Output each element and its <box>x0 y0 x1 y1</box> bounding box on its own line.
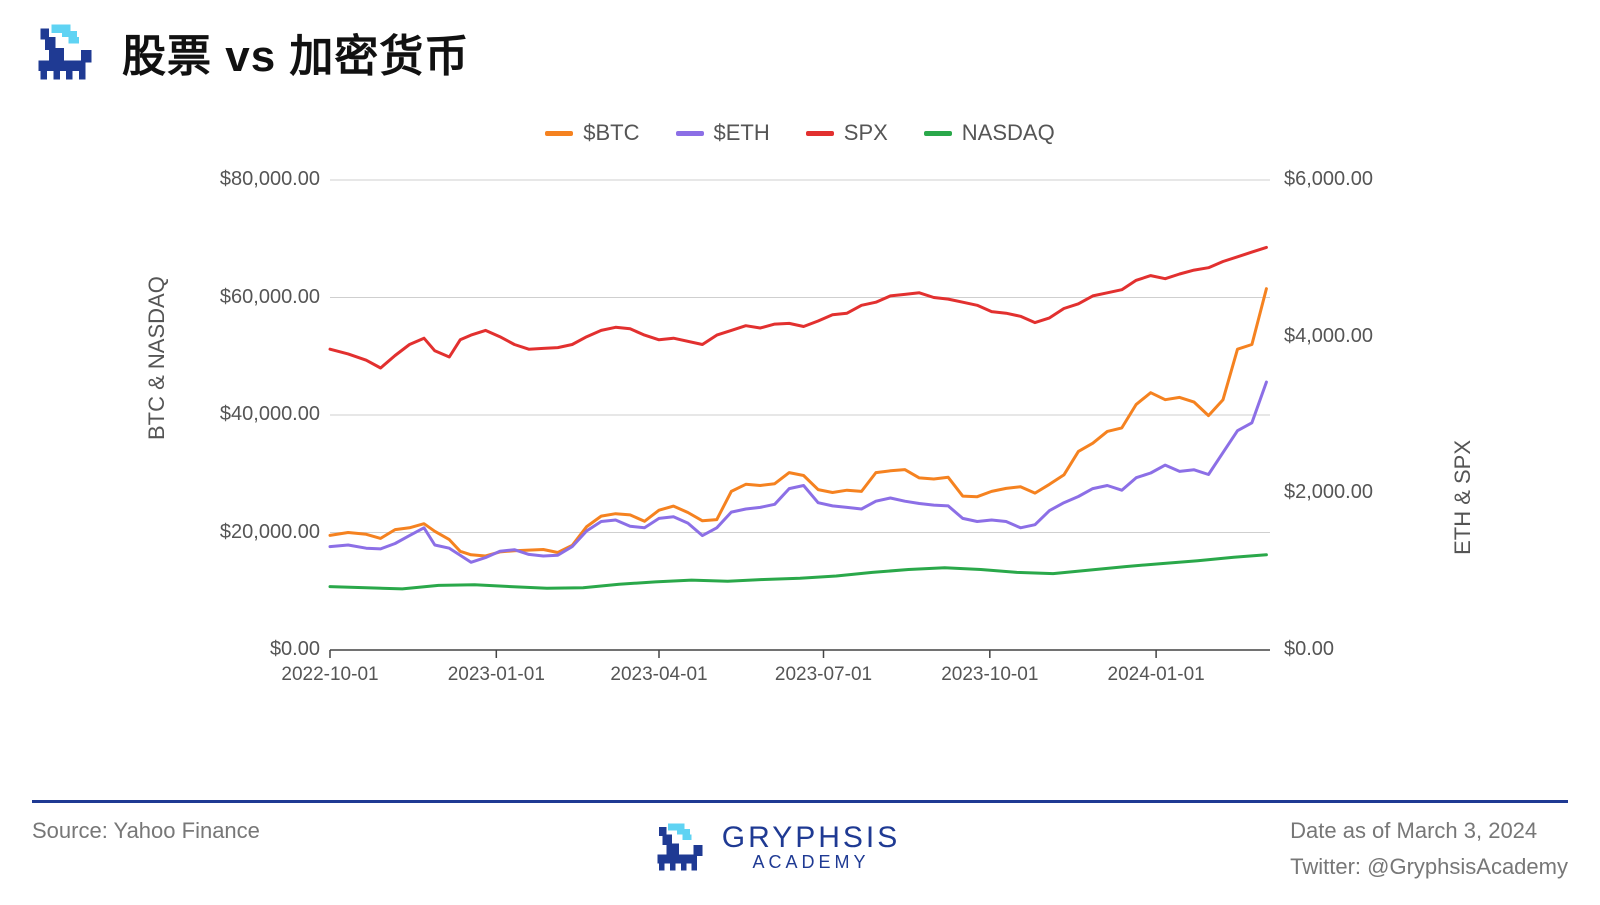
legend-item-nasdaq: NASDAQ <box>924 120 1055 146</box>
legend-swatch-icon <box>545 131 573 136</box>
legend-item-spx: SPX <box>806 120 888 146</box>
page-root: 股票 vs 加密货币 $BTC $ETH SPX NASDAQ BTC & NA… <box>0 0 1600 905</box>
legend-item-eth: $ETH <box>676 120 770 146</box>
x-tick: 2023-04-01 <box>610 664 707 686</box>
legend-swatch-icon <box>676 131 704 136</box>
line-chart <box>200 160 1400 720</box>
footer-twitter: Twitter: @GryphsisAcademy <box>1290 854 1568 880</box>
footer-brand-text: GRYPHSIS ACADEMY <box>722 822 901 872</box>
y-left-tick: $40,000.00 <box>180 403 320 426</box>
y-left-tick: $0.00 <box>180 638 320 661</box>
legend-swatch-icon <box>806 131 834 136</box>
y-left-tick: $20,000.00 <box>180 521 320 544</box>
y-left-tick: $80,000.00 <box>180 168 320 191</box>
page-title: 股票 vs 加密货币 <box>122 20 469 84</box>
footer-brand: GRYPHSIS ACADEMY <box>650 818 901 876</box>
y-right-tick: $0.00 <box>1284 638 1424 661</box>
legend-label: NASDAQ <box>962 120 1055 146</box>
chart-legend: $BTC $ETH SPX NASDAQ <box>0 120 1600 146</box>
header: 股票 vs 加密货币 <box>30 18 469 86</box>
legend-item-btc: $BTC <box>545 120 639 146</box>
y-right-tick: $4,000.00 <box>1284 325 1424 348</box>
y-axis-left-label: BTC & NASDAQ <box>144 276 170 440</box>
gryphsis-logo-icon <box>30 18 98 86</box>
brand-name: GRYPHSIS <box>722 822 901 854</box>
y-right-tick: $2,000.00 <box>1284 481 1424 504</box>
gryphsis-logo-icon <box>650 818 708 876</box>
legend-label: $BTC <box>583 120 639 146</box>
legend-label: $ETH <box>714 120 770 146</box>
chart-area: $0.00$20,000.00$40,000.00$60,000.00$80,0… <box>200 160 1400 720</box>
footer-date: Date as of March 3, 2024 <box>1290 818 1568 844</box>
footer-divider <box>32 800 1568 803</box>
x-tick: 2024-01-01 <box>1108 664 1205 686</box>
x-tick: 2022-10-01 <box>281 664 378 686</box>
y-right-tick: $6,000.00 <box>1284 168 1424 191</box>
x-tick: 2023-07-01 <box>775 664 872 686</box>
legend-swatch-icon <box>924 131 952 136</box>
legend-label: SPX <box>844 120 888 146</box>
x-tick: 2023-10-01 <box>941 664 1038 686</box>
footer-source: Source: Yahoo Finance <box>32 818 260 844</box>
x-tick: 2023-01-01 <box>448 664 545 686</box>
footer-meta: Date as of March 3, 2024 Twitter: @Gryph… <box>1290 818 1568 880</box>
footer: Source: Yahoo Finance <box>32 818 1568 880</box>
y-axis-right-label: ETH & SPX <box>1450 440 1476 555</box>
brand-subtitle: ACADEMY <box>722 853 901 872</box>
y-left-tick: $60,000.00 <box>180 286 320 309</box>
